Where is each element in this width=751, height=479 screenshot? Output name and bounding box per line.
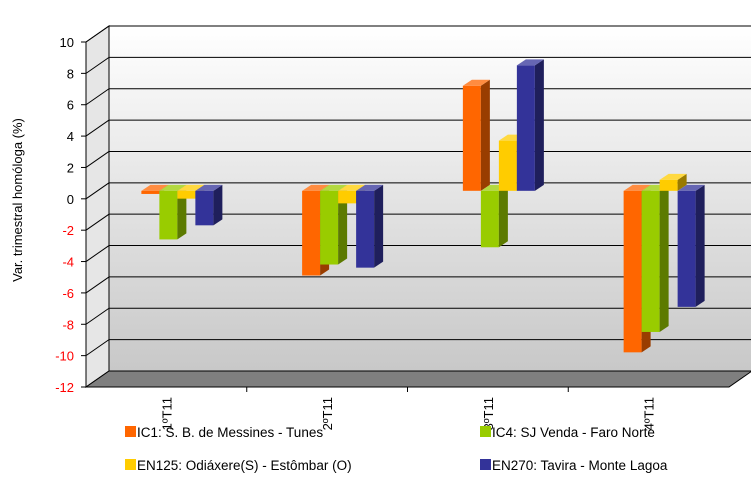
bar-top (462, 79, 490, 86)
x-tick-labels: 1ºT11 2ºT11 3ºT11 4ºT11 (159, 397, 656, 430)
bar-front (159, 190, 178, 240)
bar-front (498, 140, 517, 191)
legend-swatch (480, 426, 491, 437)
bar-side (659, 184, 669, 332)
gridline-side (85, 88, 110, 106)
x-tick-label: 4ºT11 (642, 397, 657, 430)
side-wall (85, 25, 110, 388)
legend-label: EN125: Odiáxere(S) - Estômbar (O) (137, 458, 352, 473)
legend: IC1: S. B. de Messines - Tunes IC4: SJ Ve… (125, 425, 668, 473)
bar-side (338, 184, 348, 265)
bar (462, 79, 490, 191)
y-tick-label: 2 (67, 160, 74, 175)
gridline-side (85, 25, 110, 43)
bar-front (516, 65, 535, 191)
legend-label: IC1: S. B. de Messines - Tunes (137, 425, 323, 440)
bar-front (641, 190, 660, 332)
bar-front (320, 190, 339, 265)
y-tick-label: 10 (60, 35, 74, 50)
bar-front (623, 190, 642, 353)
bars (141, 59, 705, 353)
bar-side (677, 173, 687, 191)
gridline-side (85, 182, 110, 200)
bar-side (534, 59, 544, 191)
bar-side (498, 184, 508, 248)
bar (195, 184, 223, 226)
legend-item: EN125: Odiáxere(S) - Estômbar (O) (125, 458, 352, 473)
bar-front (141, 190, 160, 194)
gridline-side (85, 213, 110, 231)
bar (677, 184, 705, 307)
bar-side (695, 184, 705, 307)
bar-front (302, 190, 321, 276)
legend-label: IC4: SJ Venda - Faro Norte (492, 425, 655, 440)
gridline-side (85, 56, 110, 74)
bar-front (338, 190, 357, 204)
y-axis-label: Var. trimestral homóloga (%) (10, 118, 25, 282)
bar-front (462, 85, 481, 191)
y-tick-label: -12 (55, 380, 74, 395)
bar-front (177, 190, 196, 199)
y-tick-label: -4 (62, 255, 74, 270)
bar-top (659, 173, 687, 180)
bar-side (480, 79, 490, 191)
legend-label: EN270: Tavira - Monte Lagoa (492, 458, 668, 473)
y-tick-labels: -12 -10 -8 -6 -4 -2 0 2 4 6 8 10 (55, 35, 74, 395)
y-tick-label: -8 (62, 317, 74, 332)
bar (480, 184, 508, 248)
legend-swatch (125, 459, 136, 470)
bar (516, 59, 544, 191)
bar-top (356, 184, 384, 191)
x-tick-label: 3ºT11 (481, 397, 496, 430)
legend-swatch (480, 459, 491, 470)
bar-front (195, 190, 214, 226)
bar-front (356, 190, 375, 268)
y-tick-label: 6 (67, 98, 74, 113)
legend-swatch (125, 426, 136, 437)
bar (659, 173, 687, 191)
x-tick-label: 1ºT11 (159, 397, 174, 430)
y-tick-label: -6 (62, 286, 74, 301)
legend-item: IC4: SJ Venda - Faro Norte (480, 425, 655, 440)
y-tick-label: 4 (67, 129, 74, 144)
bar-top (195, 184, 223, 191)
bar (356, 184, 384, 268)
bar (641, 184, 669, 332)
gridline-side (85, 245, 110, 262)
gridline-side (85, 339, 110, 357)
gridline-side (85, 119, 110, 137)
axes (81, 41, 729, 392)
gridline-side (85, 307, 110, 325)
bar (320, 184, 348, 265)
bar-front (677, 190, 696, 307)
bar-front (480, 190, 499, 248)
bar-side (374, 184, 384, 268)
x-tick-label: 2ºT11 (320, 397, 335, 430)
y-tick-label: -10 (55, 349, 74, 364)
bar-front (659, 179, 678, 191)
legend-item: IC1: S. B. de Messines - Tunes (125, 425, 323, 440)
gridline-side (85, 276, 110, 294)
y-tick-label: 0 (67, 192, 74, 207)
bar-side (213, 184, 223, 226)
bar-top (677, 184, 705, 191)
y-tick-label: 8 (67, 66, 74, 81)
floor (84, 370, 751, 388)
bar-top (516, 59, 544, 66)
legend-item: EN270: Tavira - Monte Lagoa (480, 458, 668, 473)
y-tick-label: -2 (62, 223, 74, 238)
gridline-side (85, 151, 110, 168)
